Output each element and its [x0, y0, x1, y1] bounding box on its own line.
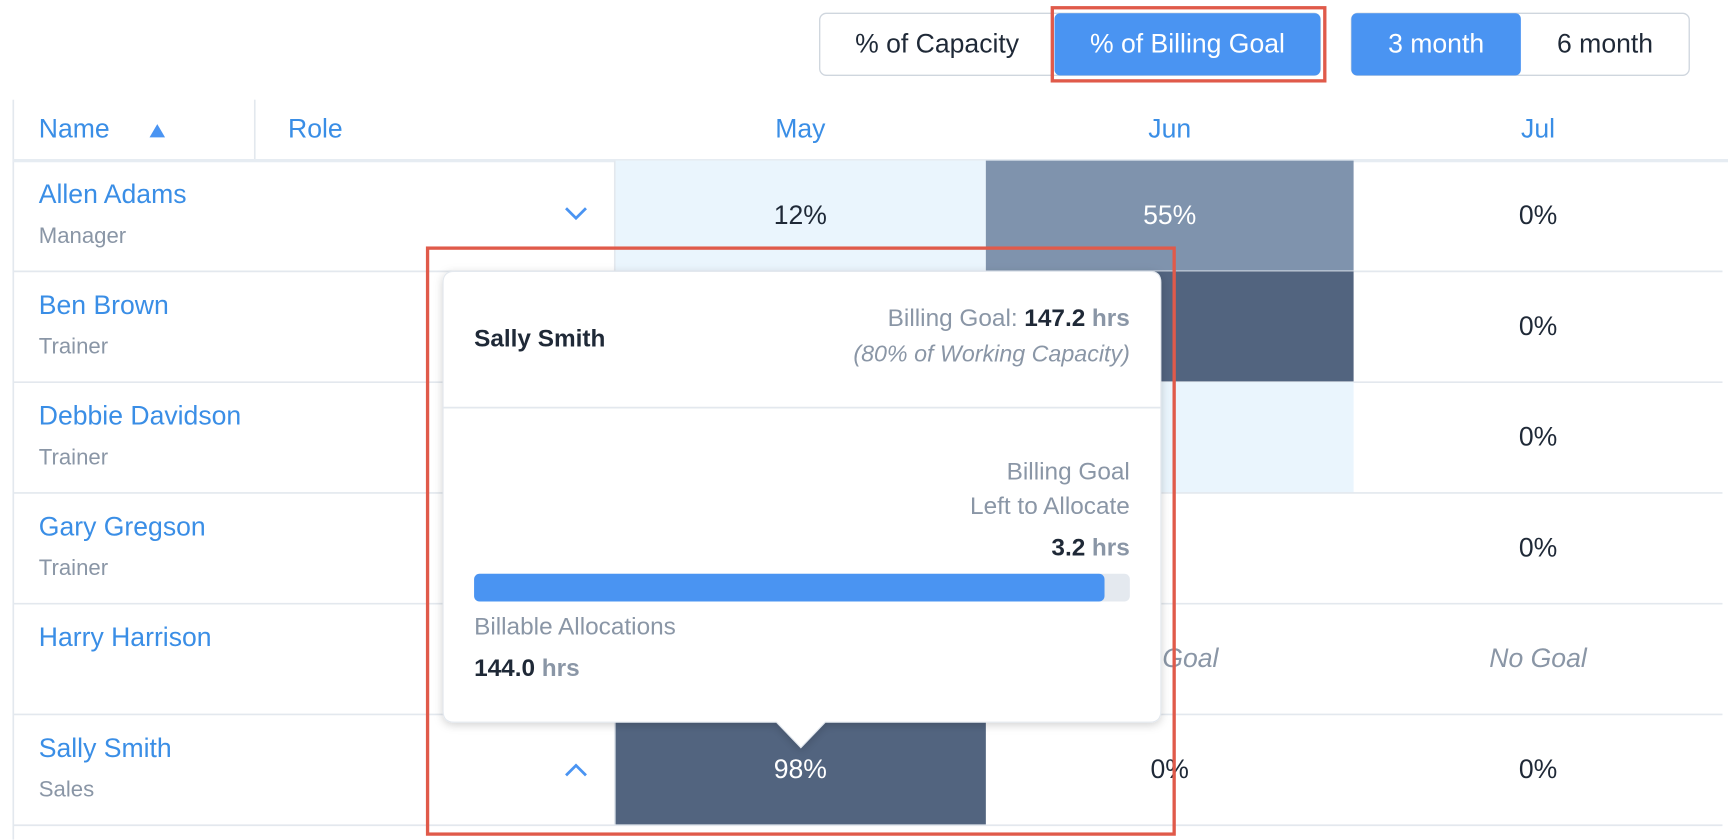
person-role: Trainer — [39, 444, 108, 469]
person-role: Manager — [39, 223, 126, 248]
goal-note: (80% of Working Capacity) — [853, 341, 1130, 367]
goal-unit: hrs — [1092, 306, 1130, 333]
tooltip: Sally Smith Billing Goal: 147.2 hrs (80% of … — [442, 270, 1162, 749]
allocated-label: Billable Allocations — [474, 614, 676, 641]
range-toggle: 3 month 6 month — [1350, 12, 1690, 76]
left-label: Billing Goal — [1007, 458, 1130, 485]
tooltip-person: Sally Smith — [474, 326, 605, 353]
cell-value: 98% — [774, 754, 827, 784]
toggle-button[interactable]: % of Billing Goal — [1090, 28, 1285, 58]
cell-bg — [614, 160, 986, 272]
cell-value: 0% — [1519, 311, 1557, 341]
toggle-button[interactable]: 6 month — [1557, 28, 1653, 58]
toggle-active-bg — [1351, 13, 1521, 76]
progress-fill — [474, 573, 1105, 602]
tooltip-box — [442, 270, 1162, 749]
month-header: May — [775, 114, 826, 144]
metric-toggle: % of Capacity % of Billing Goal — [819, 12, 1322, 76]
person-name[interactable]: Debbie Davidson — [39, 401, 241, 431]
toggle-button[interactable]: % of Capacity — [855, 28, 1020, 58]
cell-value: 55% — [1143, 200, 1196, 230]
billing-goal: Billing Goal: 147.2 hrs — [888, 306, 1130, 333]
person-role: Trainer — [39, 334, 108, 359]
allocated-value: 144.0 hrs — [474, 656, 580, 683]
highlight-outline — [1050, 6, 1327, 83]
left-value: 3.2 hrs — [1051, 535, 1129, 562]
toggle-button[interactable]: 3 month — [1388, 28, 1484, 58]
cell-value: 0% — [1519, 754, 1557, 784]
goal-label: Billing Goal: — [888, 306, 1018, 333]
person-name[interactable]: Ben Brown — [39, 290, 169, 320]
cell-value: No Goal — [1489, 643, 1588, 673]
cell-value: 0% — [1519, 200, 1557, 230]
table-row: 12% 55% 0% Allen Adams Manager — [13, 160, 1723, 273]
expand-chevron[interactable] — [565, 207, 587, 221]
person-name[interactable]: Allen Adams — [39, 179, 187, 209]
column-header[interactable]: Name — [39, 114, 110, 144]
month-header: Jul — [1521, 114, 1555, 144]
allocated-unit: hrs — [542, 656, 580, 683]
left-number: 3.2 — [1051, 535, 1085, 562]
person-role: Trainer — [39, 555, 108, 580]
left-label: Left to Allocate — [970, 493, 1130, 520]
person-name[interactable]: Harry Harrison — [39, 622, 212, 652]
person-name[interactable]: Gary Gregson — [39, 511, 206, 541]
cell-value: 12% — [774, 200, 827, 230]
column-header[interactable]: Role — [288, 114, 343, 144]
collapse-chevron[interactable] — [565, 763, 587, 777]
person-name[interactable]: Sally Smith — [39, 733, 172, 763]
person-role: Sales — [39, 777, 94, 802]
allocated-number: 144.0 — [474, 656, 535, 683]
cell-value: 0% — [1151, 754, 1189, 784]
month-header: Jun — [1148, 114, 1191, 144]
highlight-outline — [425, 246, 1176, 836]
cell-bg — [985, 160, 1354, 272]
goal-value: 147.2 — [1024, 306, 1085, 333]
toggle-active-bg — [1054, 13, 1321, 76]
cell-value: 0% — [1519, 532, 1557, 562]
sort-icon — [149, 124, 166, 138]
left-unit: hrs — [1092, 535, 1130, 562]
cell-value: 0% — [1519, 422, 1557, 452]
table-row: 98% 0% 0% Sally Smith Sales — [13, 714, 1723, 827]
